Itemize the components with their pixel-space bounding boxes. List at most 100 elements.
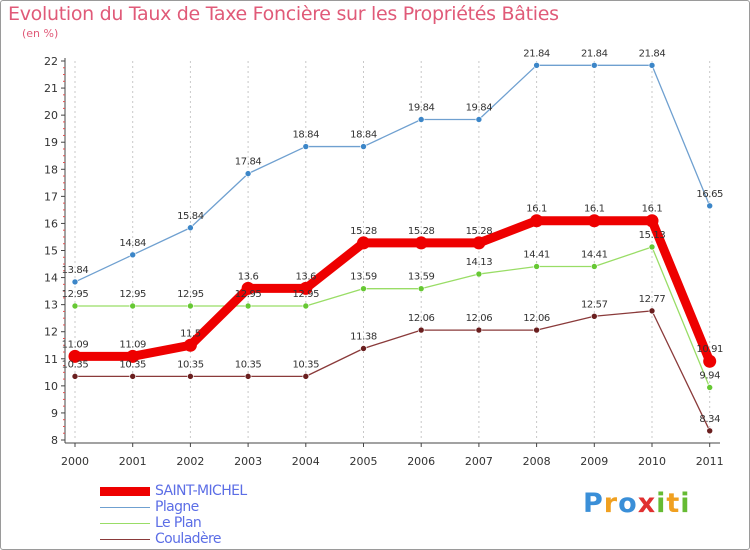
data-label-plagne: 21.84 (581, 48, 608, 59)
data-label-plagne: 13.84 (62, 265, 89, 276)
data-label-plagne: 15.84 (177, 211, 204, 222)
series-line-saint-michel (70, 216, 715, 366)
data-point-plagne (244, 170, 252, 177)
unit-label: (en %) (22, 27, 59, 40)
logo-letter: i (656, 488, 667, 519)
data-label-coulad-re: 10.35 (235, 359, 262, 370)
data-label-le-plan: 12.95 (119, 289, 146, 300)
proxiti-logo: Proxiti (583, 488, 691, 519)
data-point-saint-michel (241, 281, 255, 295)
data-point-saint-michel (703, 354, 717, 368)
legend-label: Couladère (155, 531, 221, 547)
series-line-coulad-re (74, 310, 711, 432)
data-label-saint-michel: 16.1 (526, 204, 547, 215)
data-label-plagne: 18.84 (350, 130, 377, 141)
data-point-coulad-re (417, 326, 425, 334)
x-tick-label: 2011 (696, 455, 724, 468)
data-label-le-plan: 12.95 (62, 289, 89, 300)
data-label-le-plan: 14.41 (523, 249, 550, 260)
data-labels: 13.84 14.84 15.84 17.84 18.84 18.84 19.84 19.84… (62, 48, 724, 425)
data-point-plagne (533, 62, 540, 69)
data-point-plagne (706, 202, 714, 210)
legend-item-saint-michel: SAINT-MICHEL (100, 483, 300, 500)
data-label-coulad-re: 10.35 (292, 359, 319, 370)
series-line-plagne (74, 64, 711, 283)
data-label-coulad-re: 10.35 (119, 359, 146, 370)
x-tick-label: 2004 (292, 455, 320, 468)
legend-label: SAINT-MICHEL (155, 483, 247, 499)
data-point-le-plan (533, 263, 540, 270)
data-point-coulad-re (187, 373, 194, 380)
data-point-le-plan (129, 302, 136, 310)
data-point-plagne (129, 251, 136, 259)
y-tick-label: 11 (44, 353, 58, 366)
data-label-le-plan: 14.13 (466, 257, 493, 268)
data-point-plagne (648, 62, 656, 69)
data-point-le-plan (187, 302, 194, 310)
data-point-saint-michel (299, 281, 313, 295)
data-point-saint-michel (68, 349, 82, 363)
y-tick-label: 17 (44, 190, 58, 203)
y-tick-label: 15 (44, 245, 58, 258)
data-label-saint-michel: 16.1 (584, 204, 605, 215)
x-tick-label: 2010 (638, 455, 666, 468)
data-label-le-plan: 12.95 (177, 289, 204, 300)
x-tick-label: 2008 (523, 455, 551, 468)
x-tick-label: 2009 (580, 455, 608, 468)
data-label-plagne: 18.84 (292, 130, 319, 141)
data-label-le-plan: 14.41 (581, 249, 608, 260)
data-point-coulad-re (360, 345, 367, 352)
data-label-saint-michel: 15.28 (408, 226, 435, 237)
data-point-plagne (360, 143, 367, 150)
data-label-saint-michel: 15.28 (466, 226, 493, 237)
grid (74, 61, 711, 440)
x-tick-label: 2000 (61, 455, 89, 468)
legend-item-couladere: Couladère (100, 531, 300, 548)
data-point-plagne (475, 116, 483, 123)
legend-label: Le Plan (155, 515, 202, 531)
data-point-saint-michel (587, 214, 601, 228)
data-label-coulad-re: 12.77 (639, 294, 666, 305)
legend-label: Plagne (155, 499, 199, 515)
y-tick-label: 18 (44, 163, 58, 176)
data-label-le-plan: 13.59 (408, 272, 435, 283)
legend-swatch-le-plan (100, 523, 150, 524)
data-label-coulad-re: 12.57 (581, 299, 608, 310)
data-point-plagne (71, 278, 79, 286)
logo-letter: x (637, 488, 657, 519)
axes: 8 9 10 11 12 13 14 15 16 17 18 19 20 21 22 2000 2001 2002… (44, 55, 724, 468)
data-label-saint-michel: 15.28 (350, 226, 377, 237)
data-point-plagne (417, 116, 425, 123)
y-tick-label: 14 (44, 272, 58, 285)
series-group (68, 62, 717, 435)
y-tick-label: 19 (44, 136, 58, 149)
data-point-le-plan (360, 285, 367, 292)
logo-letter: P (583, 488, 604, 519)
legend-swatch-couladere (100, 539, 150, 540)
chart-title: Evolution du Taux de Taxe Foncière sur l… (8, 3, 559, 25)
data-point-coulad-re (533, 326, 540, 334)
data-point-saint-michel (645, 214, 659, 228)
data-point-saint-michel (126, 349, 140, 363)
data-point-coulad-re (475, 326, 483, 334)
data-label-le-plan: 15.13 (639, 230, 666, 241)
data-label-coulad-re: 8.34 (699, 414, 720, 425)
y-tick-label: 12 (44, 326, 58, 339)
data-label-coulad-re: 12.06 (466, 313, 493, 324)
y-tick-label: 9 (51, 407, 58, 420)
data-label-saint-michel: 13.6 (238, 271, 259, 282)
data-label-saint-michel: 11.5 (180, 328, 201, 339)
data-label-plagne: 17.84 (235, 157, 262, 168)
data-label-coulad-re: 12.06 (408, 313, 435, 324)
data-label-saint-michel: 11.09 (119, 339, 146, 350)
data-label-le-plan: 12.95 (292, 289, 319, 300)
data-point-coulad-re (244, 373, 252, 380)
y-tick-label: 16 (44, 217, 58, 230)
data-label-saint-michel: 16.1 (642, 204, 663, 215)
data-point-coulad-re (302, 373, 310, 380)
x-tick-label: 2005 (350, 455, 378, 468)
x-tick-label: 2007 (465, 455, 493, 468)
data-point-plagne (187, 224, 194, 232)
data-label-coulad-re: 10.35 (177, 359, 204, 370)
